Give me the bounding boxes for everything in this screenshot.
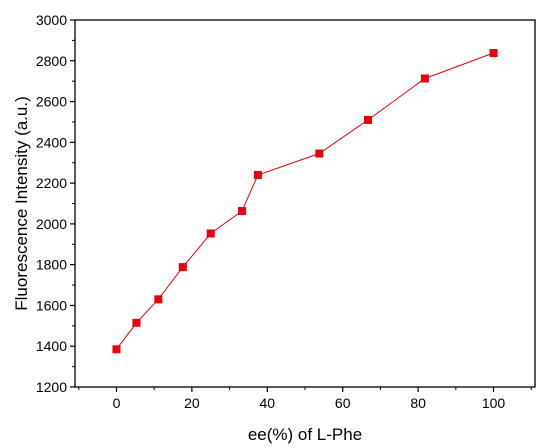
data-point (154, 295, 163, 304)
data-point (178, 263, 187, 272)
y-tick-label: 1600 (36, 297, 67, 313)
x-tick-label: 20 (184, 395, 200, 411)
y-tick-label: 1400 (36, 338, 67, 354)
x-tick-label: 60 (335, 395, 351, 411)
x-tick-label: 80 (410, 395, 426, 411)
data-point (420, 74, 429, 83)
y-tick-label: 2800 (36, 53, 67, 69)
y-tick-label: 1200 (36, 379, 67, 395)
data-point (206, 229, 215, 238)
x-axis-title: ee(%) of L-Phe (248, 425, 362, 444)
y-axis: 1200 1400 1600 1800 2000 2200 2400 2600 2800 3000 (36, 12, 75, 395)
data-point (489, 49, 498, 58)
data-point (363, 115, 372, 124)
y-tick-label: 2400 (36, 134, 67, 150)
y-tick-label: 2000 (36, 216, 67, 232)
y-axis-title: Fluorescence Intensity (a.u.) (12, 96, 31, 310)
y-tick-label: 1800 (36, 257, 67, 273)
x-tick-label: 0 (113, 395, 121, 411)
y-tick-label: 2600 (36, 94, 67, 110)
x-tick-label: 40 (260, 395, 276, 411)
y-tick-label: 3000 (36, 12, 67, 28)
y-tick-label: 2200 (36, 175, 67, 191)
x-tick-label: 100 (482, 395, 506, 411)
plot-frame (74, 19, 536, 388)
data-point (132, 318, 141, 327)
x-axis: 0 20 40 60 80 100 (78, 387, 532, 411)
series-line (116, 52, 494, 350)
data-series (112, 49, 498, 354)
data-point (253, 170, 262, 179)
data-point (112, 345, 121, 354)
data-point (238, 207, 247, 216)
data-point (315, 149, 324, 158)
